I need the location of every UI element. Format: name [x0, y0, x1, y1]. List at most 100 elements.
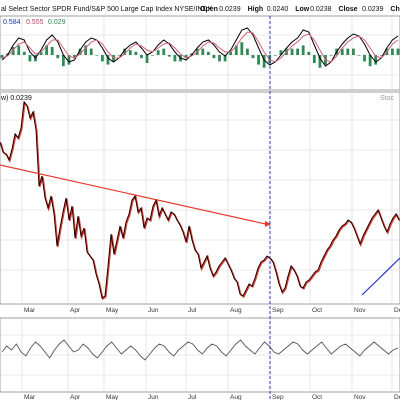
month-label: Apr [70, 394, 81, 400]
histogram-bar [218, 55, 221, 62]
price-panel [0, 91, 400, 305]
histogram-bar [206, 51, 210, 55]
histogram-bar [56, 55, 60, 59]
histogram-bar [223, 55, 227, 62]
month-label: Dec [394, 307, 400, 314]
ohlc-value: 0.0238 [310, 6, 332, 13]
month-label: Aug [230, 394, 242, 400]
oscillator-line [1, 339, 399, 361]
month-label: May [106, 394, 119, 400]
trendline [0, 164, 271, 226]
histogram-bar [201, 48, 205, 55]
price-legend: w) 0.0239 [0, 95, 32, 102]
histogram-bar [73, 55, 76, 59]
month-label: Aug [230, 307, 242, 314]
month-label: Dec [394, 394, 400, 400]
month-label: Jul [188, 307, 197, 314]
histogram-bar [251, 55, 255, 59]
histogram-bar [279, 50, 283, 55]
histogram-bar [363, 55, 366, 62]
macd-legend-1: 0.584 [3, 19, 21, 26]
histogram-bar [11, 47, 15, 55]
histogram-bar [173, 55, 177, 62]
histogram-bar [145, 55, 149, 63]
month-label: May [106, 307, 119, 314]
histogram-bar [318, 55, 322, 68]
histogram-bar [184, 55, 188, 59]
histogram-bar [391, 48, 394, 55]
histogram-bar [128, 50, 132, 55]
histogram-bar [117, 55, 121, 56]
ohlc-label: Low [295, 6, 310, 13]
histogram-bar [123, 48, 127, 55]
month-label: Sep [272, 394, 284, 400]
histogram-bar [307, 51, 311, 55]
histogram-bar [296, 48, 300, 55]
month-label: Nov [354, 307, 366, 314]
histogram-bar [39, 51, 43, 55]
ohlc-label: High [248, 6, 264, 13]
histogram-bar [329, 55, 333, 56]
watermark: Stoc [380, 95, 395, 102]
histogram-bar [351, 48, 355, 55]
month-label: Oct [312, 394, 322, 400]
ohlc-label: Close [339, 6, 358, 13]
ohlc-label: Chg [390, 6, 400, 13]
histogram-bar [212, 55, 216, 59]
histogram-bar [67, 55, 71, 65]
ohlc-value: 0.0239 [219, 6, 241, 13]
histogram-bar [50, 47, 54, 55]
month-label: Jul [188, 394, 197, 400]
histogram-bar [262, 55, 266, 68]
macd-legend-3: 0.029 [48, 19, 66, 26]
histogram-bar [0, 55, 4, 59]
histogram-bar [106, 55, 110, 65]
price-shadow-line [0, 100, 400, 301]
histogram-bar [340, 48, 344, 55]
histogram-bar [22, 51, 26, 55]
histogram-bar [374, 55, 378, 65]
histogram-bar [162, 48, 166, 55]
histogram-bar [78, 48, 82, 55]
month-label: Jun [148, 307, 159, 314]
trendline [361, 257, 400, 296]
histogram-bar [273, 55, 277, 56]
histogram-bar [28, 55, 32, 62]
oscillator-layer [1, 339, 399, 361]
histogram-bar [234, 45, 238, 55]
ohlc-label: Open [200, 6, 218, 13]
chart-title: al Select Sector SPDR Fund/S&P 500 Large… [1, 6, 212, 13]
histogram-bar [156, 50, 160, 55]
histogram-bar [151, 55, 154, 56]
histogram-bar [396, 48, 400, 55]
histogram-bar [45, 45, 49, 55]
histogram-bar [246, 48, 249, 55]
histogram-bar [301, 45, 305, 55]
histogram-bar [368, 55, 372, 67]
ohlc-value: 0.0239 [362, 6, 384, 13]
histogram-bar [229, 51, 233, 55]
month-label: Mar [24, 394, 36, 400]
ohlc-readout: Open 0.0239 High 0.0240 Low 0.0238 Close 0.0239… [200, 6, 400, 13]
month-labels: Mar Mar Apr Apr May May Jun Jun Jul Jul Aug Aug Sep S… [24, 307, 400, 401]
histogram-bar [61, 55, 65, 67]
ohlc-value: 0.0240 [267, 6, 289, 13]
histogram-bar [140, 55, 143, 59]
histogram-bar [84, 45, 88, 55]
month-label: Oct [312, 307, 322, 314]
month-label: Apr [70, 307, 81, 314]
histogram-bar [290, 48, 294, 55]
macd-panel [0, 15, 400, 91]
histogram-bar [257, 55, 260, 65]
month-label: Sep [272, 307, 284, 314]
histogram-bar [134, 51, 138, 55]
price-line [0, 100, 400, 299]
histogram-bar [357, 55, 361, 56]
macd-line [1, 31, 399, 63]
month-label: Nov [354, 394, 366, 400]
histogram-bar [346, 48, 350, 55]
histogram-bar [379, 55, 383, 56]
histogram-bar [89, 48, 93, 55]
